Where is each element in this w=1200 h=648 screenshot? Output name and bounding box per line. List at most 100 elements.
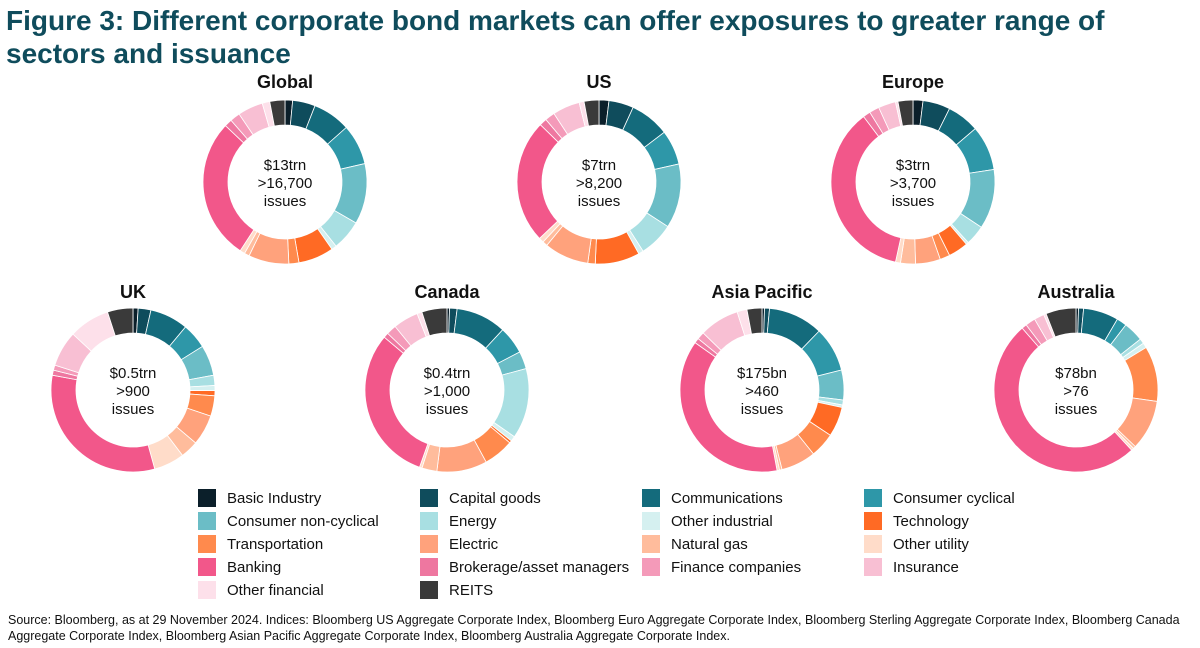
center-label: >900 [116,383,150,400]
legend-item: Energy [420,511,642,531]
center-label: $0.5trn [110,365,157,382]
legend-label: Insurance [893,558,959,576]
legend-label: Consumer non-cyclical [227,512,379,530]
donut-slice [189,385,216,392]
center-label: >3,700 [890,175,936,192]
donut-slice [1045,307,1077,338]
center-label: issues [892,193,935,210]
legend-swatch [420,535,438,553]
chart-title: Australia [1037,282,1115,302]
legend-swatch [642,489,660,507]
chart-title: Europe [882,72,944,92]
legend-swatch [198,512,216,530]
legend-swatch [642,558,660,576]
legend-swatch [864,489,882,507]
legend-item: Other financial [198,580,420,600]
center-label: $0.4trn [424,365,471,382]
legend-item: Basic Industry [198,488,420,508]
legend-item: REITS [420,580,642,600]
center-label: $78bn [1055,365,1097,382]
legend-swatch [420,581,438,599]
center-label: $7trn [582,157,616,174]
legend-label: Other financial [227,581,324,599]
legend-label: Capital goods [449,489,541,507]
legend-label: Electric [449,535,499,553]
legend-item: Insurance [864,557,1078,577]
chart-title: Global [257,72,313,92]
center-label: $175bn [737,365,787,382]
center-label: $13trn [264,157,307,174]
center-label: issues [741,401,784,418]
legend-item: Natural gas [642,534,864,554]
legend-item: Consumer non-cyclical [198,511,420,531]
center-label: >16,700 [258,175,313,192]
legend-item: Technology [864,511,1078,531]
center-label: >8,200 [576,175,622,192]
center-label: issues [578,193,621,210]
legend: Basic Industry Capital goods Communication… [198,488,1078,600]
donut-slice [746,307,763,335]
center-label: issues [426,401,469,418]
legend-item: Banking [198,557,420,577]
center-label: issues [264,193,307,210]
legend-swatch [420,512,438,530]
legend-label: Communications [671,489,783,507]
legend-label: Transportation [227,535,324,553]
legend-item: Electric [420,534,642,554]
legend-item: Brokerage/asset managers [420,557,642,577]
legend-swatch [198,558,216,576]
legend-item: Capital goods [420,488,642,508]
chart-title: US [586,72,611,92]
legend-swatch [864,558,882,576]
legend-label: Natural gas [671,535,748,553]
donut-slice [516,124,559,239]
center-label: >1,000 [424,383,470,400]
legend-label: REITS [449,581,494,599]
donut-slice [897,99,914,127]
legend-item: Transportation [198,534,420,554]
legend-swatch [642,535,660,553]
legend-item: Other industrial [642,511,864,531]
donut-slice [269,99,286,127]
chart-title: UK [120,282,146,302]
legend-swatch [198,489,216,507]
donut-slice [583,99,600,127]
legend-label: Other industrial [671,512,773,530]
center-label: issues [112,401,155,418]
legend-swatch [864,535,882,553]
legend-label: Banking [227,558,282,576]
legend-label: Other utility [893,535,969,553]
legend-swatch [420,489,438,507]
center-label: >460 [745,383,779,400]
legend-label: Finance companies [671,558,802,576]
chart-title: Asia Pacific [711,282,812,302]
donut-slice [107,307,134,337]
legend-item: Consumer cyclical [864,488,1078,508]
legend-label: Brokerage/asset managers [449,558,630,576]
source-note: Source: Bloomberg, as at 29 November 202… [8,613,1180,643]
figure-title: Figure 3: Different corporate bond marke… [6,5,1105,69]
legend-swatch [864,512,882,530]
legend-swatch [420,558,438,576]
legend-label: Technology [893,512,969,530]
chart-title: Canada [414,282,480,302]
legend-swatch [642,512,660,530]
legend-swatch [198,535,216,553]
center-label: issues [1055,401,1098,418]
legend-label: Energy [449,512,497,530]
donut-slice [364,336,429,468]
donut-slice [202,125,255,252]
donut-slice [421,307,448,337]
legend-item: Finance companies [642,557,864,577]
center-label: $3trn [896,157,930,174]
legend-item: Communications [642,488,864,508]
legend-label: Basic Industry [227,489,322,507]
